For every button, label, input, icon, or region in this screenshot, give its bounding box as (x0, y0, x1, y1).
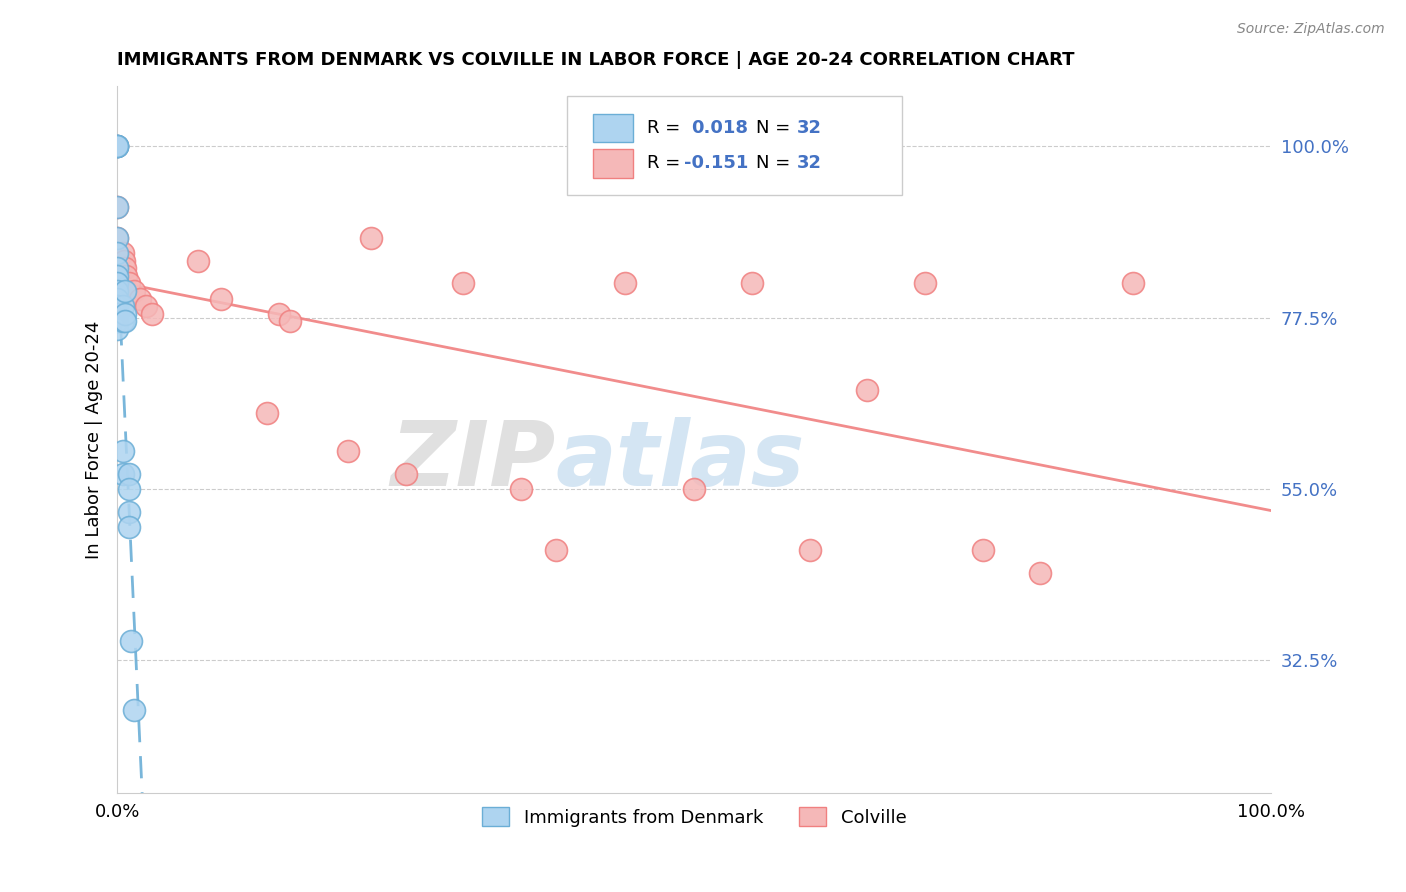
Colville (510, 482, 533, 496)
Immigrants from Denmark (111, 314, 134, 328)
Colville (124, 284, 146, 298)
Colville (1029, 566, 1052, 580)
Colville (799, 542, 821, 557)
Immigrants from Denmark (105, 200, 128, 214)
Immigrants from Denmark (111, 443, 134, 458)
Colville (187, 253, 209, 268)
Text: ZIP: ZIP (391, 417, 555, 505)
Immigrants from Denmark (105, 277, 128, 291)
Bar (592, 149, 633, 178)
Immigrants from Denmark (105, 322, 128, 336)
Colville (1122, 277, 1144, 291)
Text: N =: N = (756, 119, 796, 137)
Immigrants from Denmark (105, 139, 128, 153)
Text: IMMIGRANTS FROM DENMARK VS COLVILLE IN LABOR FORCE | AGE 20-24 CORRELATION CHART: IMMIGRANTS FROM DENMARK VS COLVILLE IN L… (117, 51, 1074, 69)
Colville (360, 231, 382, 245)
Immigrants from Denmark (105, 307, 128, 321)
Colville (111, 246, 134, 260)
Colville (105, 139, 128, 153)
Colville (267, 307, 290, 321)
Text: 0.018: 0.018 (690, 119, 748, 137)
Colville (856, 383, 879, 397)
Y-axis label: In Labor Force | Age 20-24: In Labor Force | Age 20-24 (86, 320, 103, 558)
Colville (278, 314, 301, 328)
Colville (115, 268, 138, 283)
Immigrants from Denmark (118, 482, 141, 496)
Colville (914, 277, 936, 291)
Colville (105, 231, 128, 245)
Colville (395, 467, 418, 481)
Colville (336, 443, 359, 458)
Immigrants from Denmark (105, 246, 128, 260)
Immigrants from Denmark (111, 299, 134, 313)
Immigrants from Denmark (105, 139, 128, 153)
Immigrants from Denmark (111, 467, 134, 481)
Colville (112, 253, 135, 268)
Colville (741, 277, 763, 291)
Colville (114, 261, 136, 276)
Colville (453, 277, 475, 291)
Text: Source: ZipAtlas.com: Source: ZipAtlas.com (1237, 22, 1385, 37)
Immigrants from Denmark (120, 634, 142, 648)
Immigrants from Denmark (118, 505, 141, 519)
Text: atlas: atlas (555, 417, 806, 505)
Colville (613, 277, 636, 291)
Colville (972, 542, 994, 557)
Legend: Immigrants from Denmark, Colville: Immigrants from Denmark, Colville (475, 800, 914, 834)
Immigrants from Denmark (105, 314, 128, 328)
Immigrants from Denmark (114, 307, 136, 321)
Text: R =: R = (647, 154, 686, 172)
Colville (135, 299, 157, 313)
Immigrants from Denmark (114, 314, 136, 328)
Bar (592, 114, 633, 142)
Immigrants from Denmark (105, 292, 128, 306)
Text: N =: N = (756, 154, 796, 172)
Colville (256, 406, 278, 420)
Immigrants from Denmark (105, 231, 128, 245)
Colville (209, 292, 232, 306)
Immigrants from Denmark (105, 314, 128, 328)
Immigrants from Denmark (105, 261, 128, 276)
Immigrants from Denmark (105, 307, 128, 321)
Text: R =: R = (647, 119, 686, 137)
Colville (544, 542, 567, 557)
Colville (683, 482, 706, 496)
Immigrants from Denmark (118, 520, 141, 534)
Immigrants from Denmark (105, 268, 128, 283)
Immigrants from Denmark (114, 284, 136, 298)
Immigrants from Denmark (105, 299, 128, 313)
Immigrants from Denmark (105, 139, 128, 153)
Immigrants from Denmark (118, 467, 141, 481)
Immigrants from Denmark (105, 284, 128, 298)
Immigrants from Denmark (124, 703, 146, 717)
FancyBboxPatch shape (567, 96, 901, 195)
Text: 32: 32 (797, 119, 823, 137)
Immigrants from Denmark (105, 139, 128, 153)
Text: -0.151: -0.151 (683, 154, 748, 172)
Colville (141, 307, 163, 321)
Text: 32: 32 (797, 154, 823, 172)
Colville (129, 292, 152, 306)
Colville (118, 277, 141, 291)
Colville (105, 200, 128, 214)
Immigrants from Denmark (105, 299, 128, 313)
